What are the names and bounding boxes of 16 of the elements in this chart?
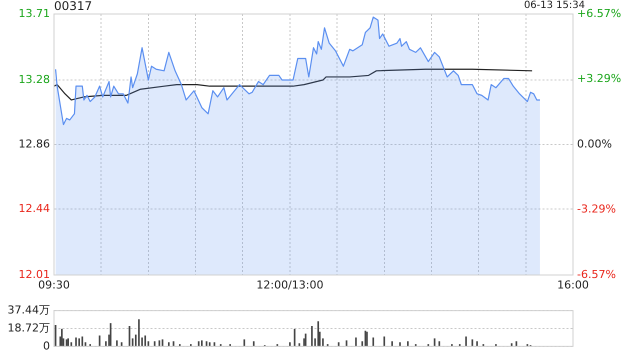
y-tick-label: 13.28 — [18, 72, 50, 86]
y-tick-label: 0 — [43, 339, 50, 352]
y2-tick-label: 0.00% — [577, 137, 612, 150]
y2-tick-label: -6.57% — [577, 268, 616, 281]
y-tick-label: 37.44万 — [8, 303, 50, 316]
y-tick-label: 13.71 — [18, 6, 50, 20]
y-tick-label: 18.72万 — [8, 321, 50, 334]
x-tick-label: 16:00 — [557, 278, 589, 292]
chart-title: 00317 — [54, 0, 92, 13]
y-tick-label: 12.01 — [18, 268, 50, 281]
y-tick-label: 12.44 — [18, 202, 50, 215]
y2-tick-label: +3.29% — [577, 72, 622, 86]
y2-tick-label: -3.29% — [577, 202, 616, 216]
y-tick-label: 12.86 — [18, 137, 50, 150]
x-tick-label: 12:00/13:00 — [256, 278, 324, 292]
x-tick-label: 09:30 — [38, 278, 70, 292]
